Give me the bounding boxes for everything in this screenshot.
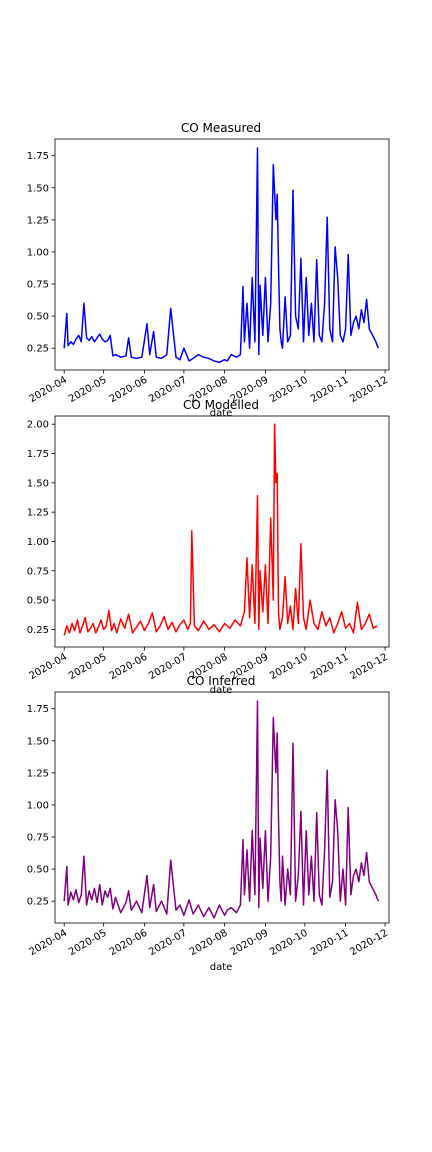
y-tick-label: 1.75 <box>27 704 49 715</box>
x-tick-label: 2020-05 <box>67 928 109 958</box>
chart-title: CO Measured <box>181 121 261 135</box>
y-tick-label: 0.50 <box>27 312 49 323</box>
x-tick-label: 2020-12 <box>348 652 390 682</box>
y-tick-label: 0.50 <box>27 596 49 607</box>
y-tick-label: 0.25 <box>27 344 49 355</box>
x-tick-label: 2020-04 <box>28 375 70 405</box>
y-tick-label: 0.25 <box>27 897 49 908</box>
series-lines <box>63 147 380 364</box>
x-tick-label: 2020-10 <box>268 375 310 405</box>
chart-title: CO Inferred <box>187 674 256 688</box>
y-tick-label: 1.00 <box>27 247 49 258</box>
x-tick-label: 2020-04 <box>28 928 70 958</box>
series-line <box>63 423 378 636</box>
y-tick-label: 2.00 <box>27 420 49 431</box>
y-tick-label: 0.75 <box>27 566 49 577</box>
series-lines <box>63 423 378 636</box>
x-tick-label: 2020-06 <box>108 928 150 958</box>
y-tick-label: 1.75 <box>27 151 49 162</box>
chart-title: CO Modelled <box>183 398 259 412</box>
y-axis-ticks: 0.25 0.50 0.75 1.00 1.25 1.50 1.75 <box>27 151 55 355</box>
x-tick-label: 2020-11 <box>309 652 351 682</box>
plot-frame <box>54 691 390 924</box>
x-tick-label: 2020-06 <box>108 375 150 405</box>
chart-co-inferred: CO Inferred date 0.25 0.50 0.75 1.00 1.25 1.5… <box>27 674 390 973</box>
y-tick-label: 1.50 <box>27 736 49 747</box>
chart-co-measured: CO Measured date 0.25 0.50 0.75 1.00 1.25 1.5… <box>27 121 390 419</box>
x-tick-label: 2020-07 <box>147 652 189 682</box>
series-line <box>63 700 380 919</box>
x-tick-label: 2020-12 <box>348 928 390 958</box>
y-tick-label: 0.25 <box>27 625 49 636</box>
x-tick-label: 2020-04 <box>28 652 70 682</box>
x-tick-label: 2020-08 <box>188 928 230 958</box>
x-tick-label: 2020-05 <box>67 375 109 405</box>
series-line <box>63 147 380 364</box>
y-tick-label: 0.50 <box>27 865 49 876</box>
y-tick-label: 1.25 <box>27 508 49 519</box>
y-tick-label: 1.00 <box>27 537 49 548</box>
y-tick-label: 1.50 <box>27 478 49 489</box>
y-tick-label: 1.50 <box>27 183 49 194</box>
x-tick-label: 2020-10 <box>268 928 310 958</box>
y-axis-ticks: 0.25 0.50 0.75 1.00 1.25 1.50 1.75 <box>27 704 55 908</box>
y-axis-ticks: 0.25 0.50 0.75 1.00 1.25 1.50 1.75 2.00 <box>27 420 55 636</box>
y-tick-label: 1.25 <box>27 215 49 226</box>
series-lines <box>63 700 380 919</box>
y-tick-label: 0.75 <box>27 833 49 844</box>
y-tick-label: 1.75 <box>27 449 49 460</box>
x-axis-label: date <box>210 962 233 973</box>
x-tick-label: 2020-07 <box>147 928 189 958</box>
plot-frame <box>54 415 390 648</box>
x-tick-label: 2020-12 <box>348 375 390 405</box>
y-tick-label: 1.25 <box>27 768 49 779</box>
x-tick-label: 2020-10 <box>268 652 310 682</box>
chart-co-modelled: CO Modelled date 0.25 0.50 0.75 1.00 1.25 1.5… <box>27 398 390 696</box>
y-tick-label: 1.00 <box>27 800 49 811</box>
x-tick-label: 2020-06 <box>108 652 150 682</box>
x-tick-label: 2020-05 <box>67 652 109 682</box>
x-axis-label: date <box>210 408 233 419</box>
x-tick-label: 2020-09 <box>229 928 271 958</box>
x-tick-label: 2020-11 <box>309 375 351 405</box>
plot-frame <box>54 138 390 371</box>
x-tick-label: 2020-11 <box>309 928 351 958</box>
y-tick-label: 0.75 <box>27 280 49 291</box>
x-axis-label: date <box>210 685 233 696</box>
